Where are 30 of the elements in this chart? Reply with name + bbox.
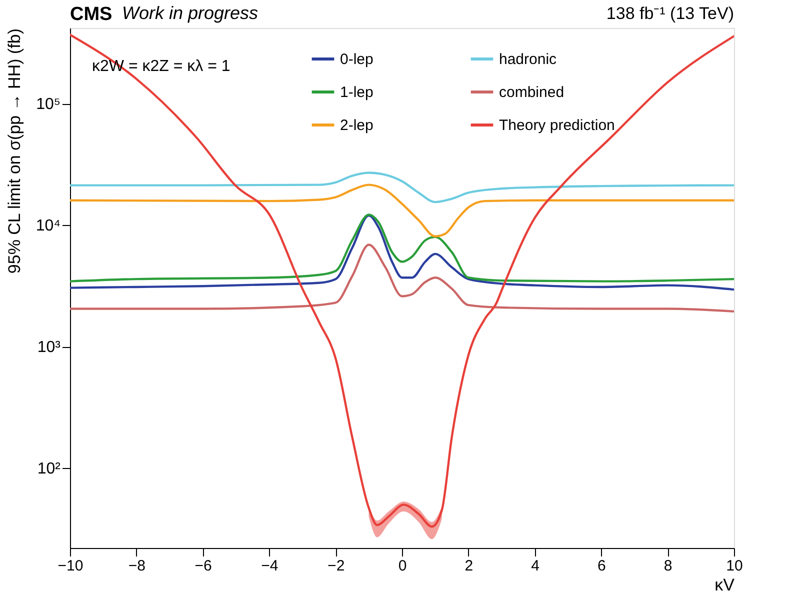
x-tick-label: −6 (194, 558, 212, 574)
x-tick-label: −8 (128, 558, 146, 574)
line-series (70, 184, 734, 238)
line-series (70, 172, 734, 204)
x-tick-label: 10 (726, 558, 743, 574)
legend-label: 2-lep (340, 117, 374, 134)
x-tick-label: 6 (598, 558, 606, 574)
y-axis-title: 95% CL limit on σ(pp → HH) (fb) (4, 28, 24, 274)
legend-label: combined (499, 84, 564, 101)
y-tick-label: 10² (37, 460, 62, 478)
x-axis-title: κV (714, 576, 736, 594)
chart-title: CMS (70, 4, 112, 25)
y-tick-label: 10⁴ (36, 218, 61, 235)
x-tick-label: −10 (58, 558, 84, 574)
line-series (70, 244, 734, 313)
text: 138 fb⁻¹ (13 TeV) (606, 4, 734, 23)
x-tick-label: 2 (464, 558, 474, 574)
x-tick-label: 0 (398, 558, 407, 574)
x-tick-label: −2 (328, 558, 345, 574)
legend-label: 1-lep (340, 84, 374, 101)
x-tick-label: 8 (664, 558, 672, 574)
x-tick-label: 4 (531, 558, 540, 574)
chart-subtitle: Work in progress (122, 3, 258, 23)
legend-label: hadronic (499, 51, 558, 68)
y-tick-label: 10³ (37, 339, 62, 356)
legend-label: Theory prediction (499, 117, 615, 134)
y-tick-label: 10⁵ (36, 96, 60, 114)
legend-label: 0-lep (340, 51, 374, 68)
x-tick-label: −4 (261, 558, 278, 574)
line-series (70, 34, 734, 528)
